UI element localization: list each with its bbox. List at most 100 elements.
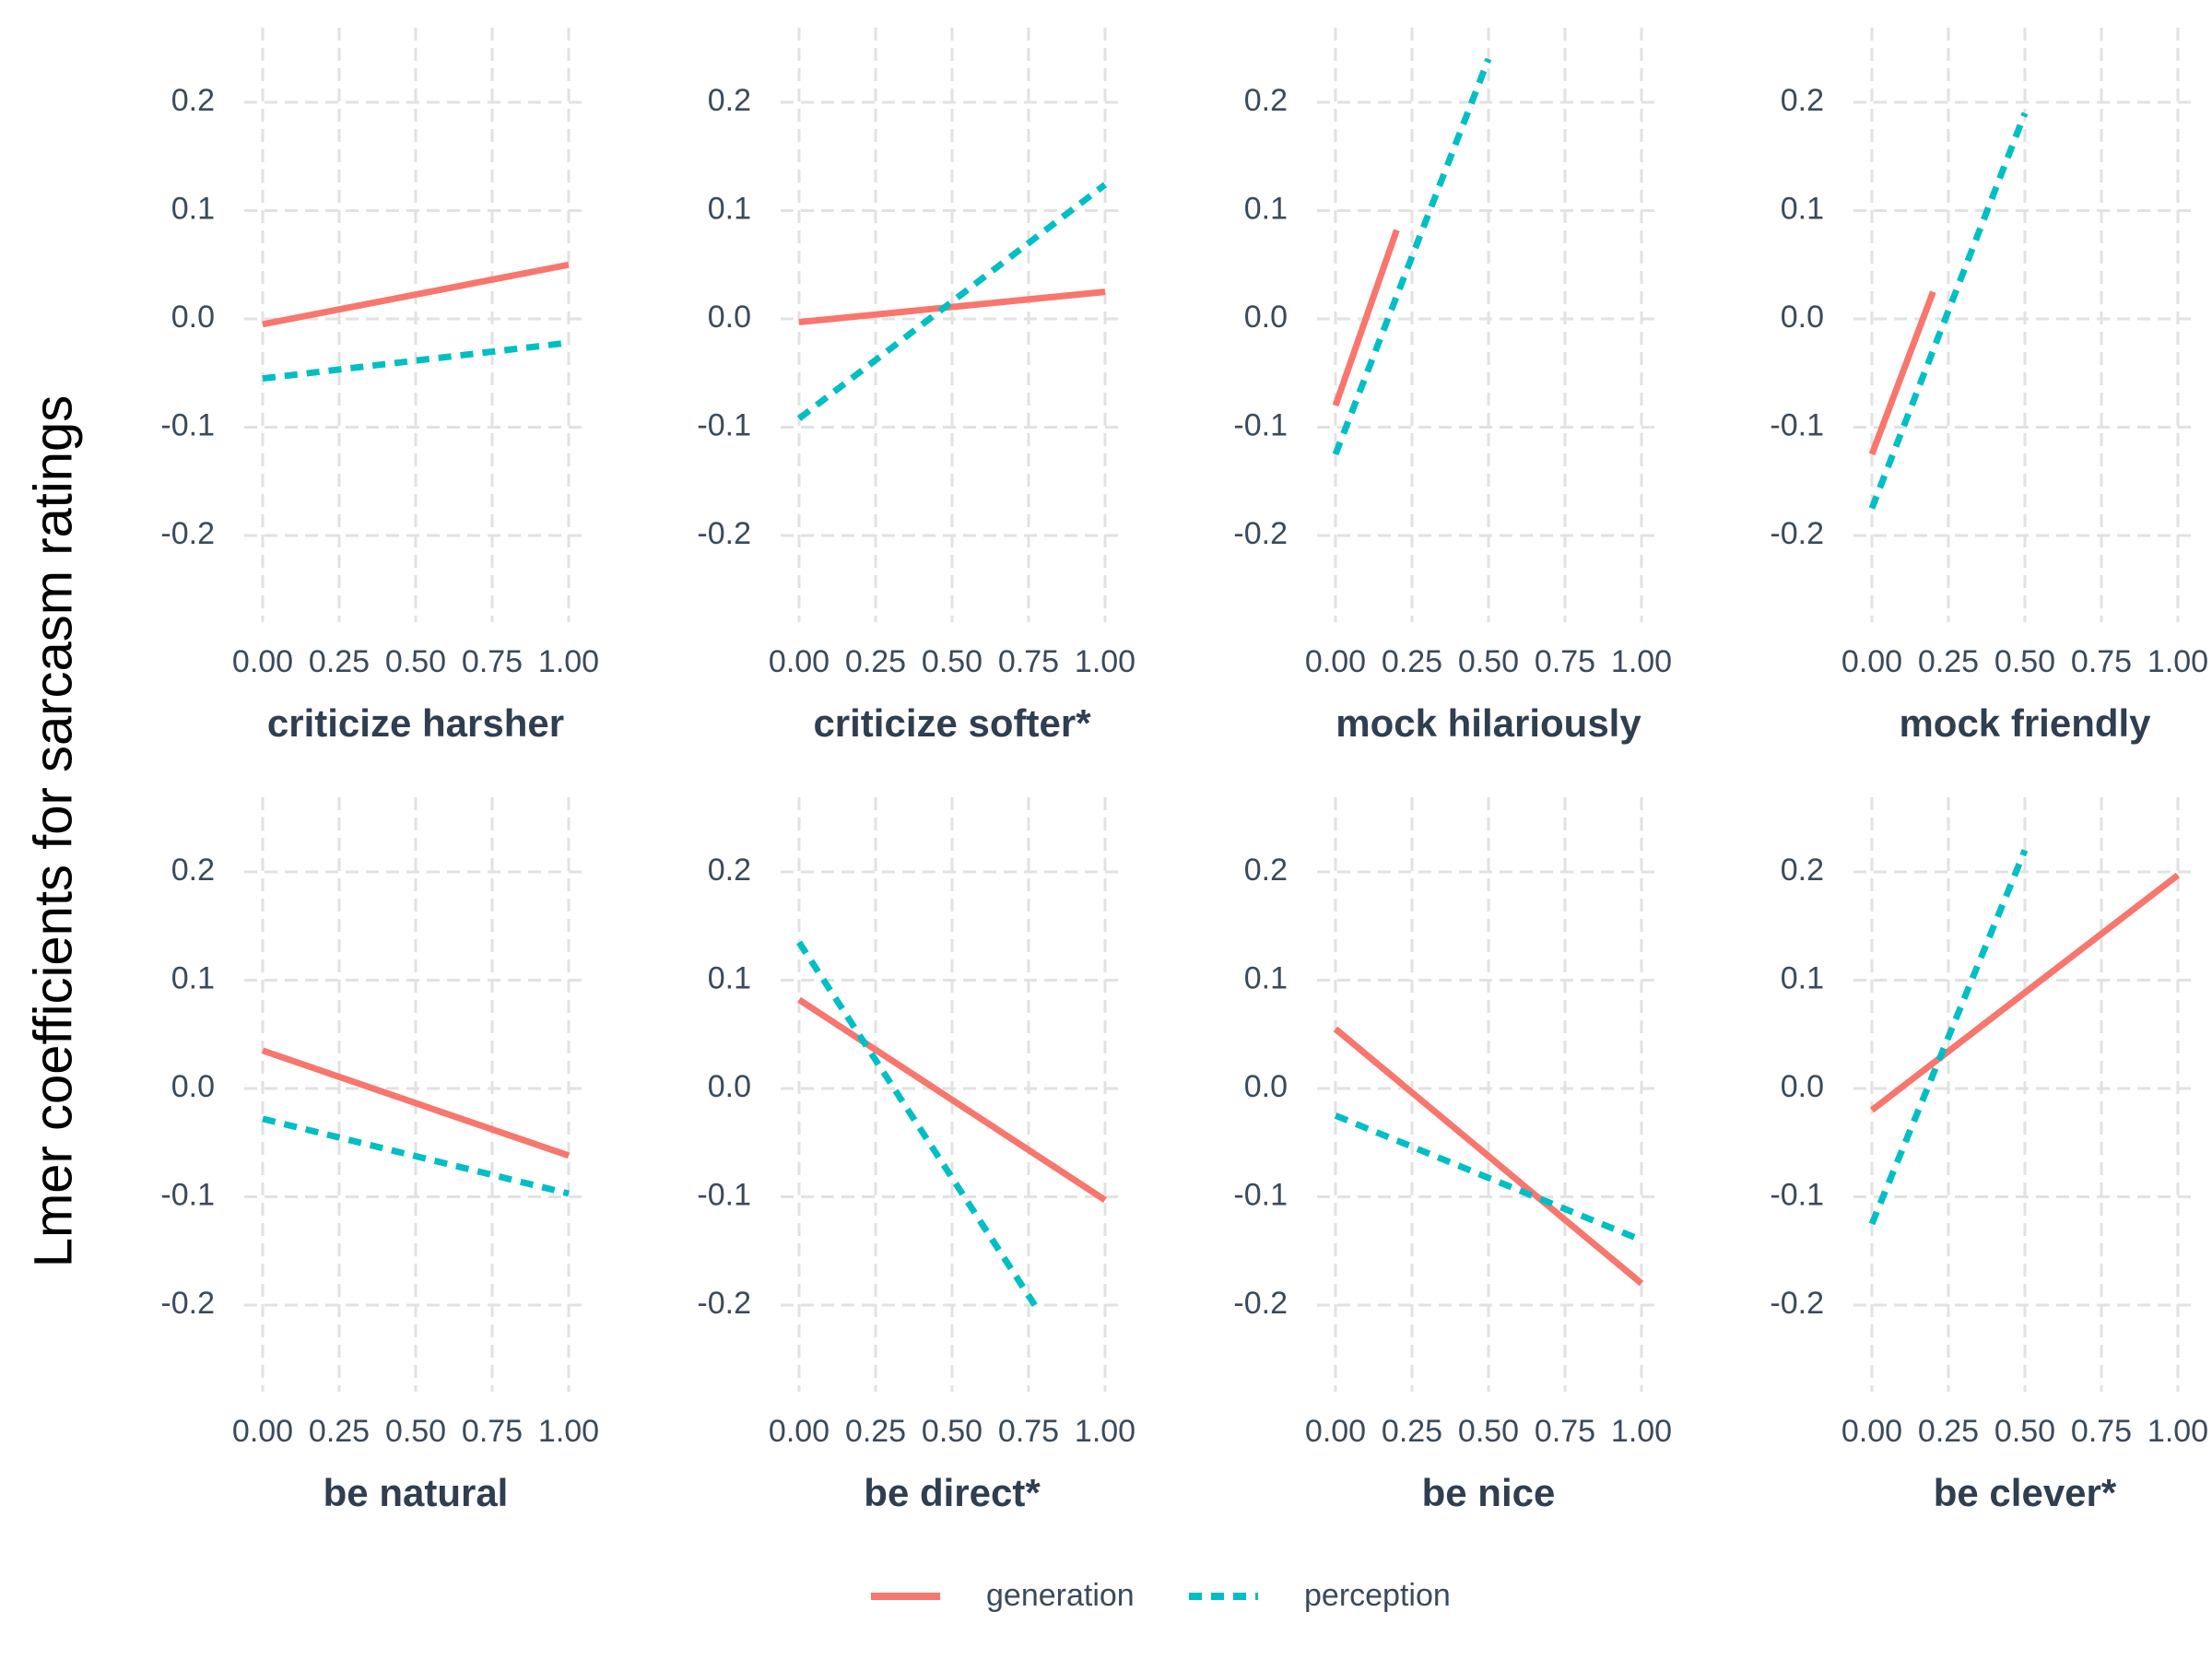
series-line-perception: [796, 182, 1108, 421]
x-tick-label: 0.75: [462, 1414, 523, 1449]
y-tick-label: 0.2: [171, 853, 215, 888]
y-tick-label: 0.2: [1244, 83, 1288, 118]
y-tick-label: -0.2: [1770, 516, 1824, 551]
panel-title: be direct*: [864, 1471, 1041, 1514]
series-line-generation: [797, 996, 1107, 1203]
x-tick-label: 1.00: [2147, 644, 2208, 679]
series-line-generation: [1332, 229, 1400, 407]
series-line-generation: [261, 1047, 571, 1159]
x-tick-label: 0.75: [2071, 644, 2132, 679]
panel-title: be natural: [324, 1471, 509, 1514]
y-tick-label: -0.1: [1233, 1177, 1288, 1212]
y-tick-label: 0.2: [1781, 853, 1824, 888]
y-tick-label: -0.2: [160, 1286, 215, 1321]
x-tick-label: 1.00: [538, 1414, 599, 1449]
y-tick-label: -0.2: [1770, 1286, 1824, 1321]
x-tick-label: 0.25: [1382, 644, 1442, 679]
y-tick-label: 0.1: [1781, 191, 1824, 226]
y-tick-label: -0.2: [1233, 516, 1288, 551]
legend-label: perception: [1304, 1578, 1451, 1613]
y-tick-label: 0.2: [708, 83, 751, 118]
panel-be-natural: 0.2 0.1 0.0 -0.1 -0.2 0.00 0.25 0.50 0.75 1.00 be …: [160, 797, 599, 1514]
y-tick-label: -0.1: [1770, 1177, 1824, 1212]
y-tick-label: 0.1: [708, 191, 751, 226]
x-tick-label: 1.00: [1611, 644, 1672, 679]
x-tick-label: 0.75: [998, 1414, 1059, 1449]
y-tick-label: 0.2: [708, 853, 751, 888]
panel-title: criticize harsher: [267, 701, 564, 745]
x-tick-label: 0.00: [769, 1414, 830, 1449]
legend: generation perception: [871, 1578, 1451, 1613]
panel-mock-hilariously: 0.2 0.1 0.0 -0.1 -0.2 0.00 0.25 0.50 0.75 1.00 moc…: [1233, 28, 1672, 745]
x-tick-label: 0.25: [309, 1414, 370, 1449]
x-tick-label: 0.00: [769, 644, 830, 679]
y-tick-label: 0.1: [171, 960, 215, 995]
y-tick-label: -0.2: [160, 516, 215, 551]
y-tick-label: 0.0: [1781, 300, 1824, 335]
series-line-generation: [798, 288, 1106, 326]
series-line-perception: [1332, 57, 1492, 456]
y-axis-label: Lmer coefficients for sarcasm ratings: [23, 395, 83, 1268]
y-tick-label: 0.2: [171, 83, 215, 118]
x-tick-label: 0.50: [1458, 1414, 1519, 1449]
x-tick-label: 1.00: [1075, 644, 1135, 679]
panel-title: be clever*: [1934, 1471, 2117, 1514]
series-line-perception: [1868, 849, 2029, 1226]
x-tick-label: 0.00: [1841, 1414, 1902, 1449]
x-tick-label: 0.75: [998, 644, 1059, 679]
x-tick-label: 0.50: [922, 644, 982, 679]
x-tick-label: 0.50: [1994, 1414, 2055, 1449]
panel-be-nice: 0.2 0.1 0.0 -0.1 -0.2 0.00 0.25 0.50 0.75 1.00 be …: [1233, 797, 1672, 1514]
panel-title: criticize softer*: [813, 701, 1091, 745]
x-tick-label: 0.25: [1918, 1414, 1979, 1449]
y-tick-label: 0.1: [1781, 960, 1824, 995]
y-tick-label: 0.1: [708, 960, 751, 995]
x-tick-label: 0.75: [2071, 1414, 2132, 1449]
x-tick-label: 0.50: [385, 1414, 446, 1449]
y-tick-label: -0.2: [1233, 1286, 1288, 1321]
panel-be-direct: 0.2 0.1 0.0 -0.1 -0.2 0.00 0.25 0.50 0.75 1.00 be …: [697, 797, 1135, 1514]
legend-item-perception: perception: [1189, 1578, 1451, 1613]
panel-criticize-softer: 0.2 0.1 0.0 -0.1 -0.2 0.00 0.25 0.50 0.75 1.00 cri…: [697, 28, 1135, 745]
y-tick-label: 0.1: [171, 191, 215, 226]
y-tick-label: -0.2: [697, 516, 751, 551]
x-tick-label: 0.75: [1535, 1414, 1595, 1449]
panel-criticize-harsher: 0.2 0.1 0.0 -0.1 -0.2 0.00 0.25 0.50 0.75 1.00 cri…: [160, 28, 599, 745]
series-line-generation: [1333, 1026, 1644, 1287]
y-tick-label: 0.0: [1244, 300, 1288, 335]
panel-title: mock friendly: [1899, 701, 2151, 745]
y-tick-label: 0.0: [171, 300, 215, 335]
series-line-perception: [1868, 112, 2029, 510]
x-tick-label: 0.50: [922, 1414, 982, 1449]
y-tick-label: -0.1: [160, 1177, 215, 1212]
y-tick-label: 0.0: [1244, 1069, 1288, 1104]
x-tick-label: 0.00: [1305, 644, 1366, 679]
legend-label: generation: [986, 1578, 1135, 1613]
series-line-generation: [262, 261, 570, 328]
x-tick-label: 0.00: [1841, 644, 1902, 679]
panel-grid: 0.2 0.1 0.0 -0.1 -0.2 0.00 0.25 0.50 0.75 1.00 cri…: [160, 28, 2208, 1514]
y-tick-label: 0.1: [1244, 191, 1288, 226]
y-tick-label: 0.0: [171, 1069, 215, 1104]
x-tick-label: 0.25: [1382, 1414, 1442, 1449]
x-tick-label: 0.25: [1918, 644, 1979, 679]
series-line-perception: [262, 1115, 570, 1197]
x-tick-label: 0.00: [232, 644, 293, 679]
x-tick-label: 0.00: [1305, 1414, 1366, 1449]
y-tick-label: -0.1: [1233, 407, 1288, 442]
x-tick-label: 0.75: [462, 644, 523, 679]
panel-mock-friendly: 0.2 0.1 0.0 -0.1 -0.2 0.00 0.25 0.50 0.75 1.00 moc…: [1770, 28, 2208, 745]
x-tick-label: 1.00: [1075, 1414, 1135, 1449]
y-tick-label: 0.0: [1781, 1069, 1824, 1104]
y-tick-label: 0.2: [1781, 83, 1824, 118]
x-tick-label: 0.75: [1535, 644, 1595, 679]
y-tick-label: -0.1: [697, 407, 751, 442]
x-tick-label: 0.50: [385, 644, 446, 679]
panel-title: be nice: [1422, 1471, 1556, 1514]
series-line-perception: [1334, 1112, 1643, 1243]
x-tick-label: 1.00: [1611, 1414, 1672, 1449]
series-line-generation: [1868, 290, 1936, 456]
y-tick-label: 0.0: [708, 300, 751, 335]
panel-be-clever: 0.2 0.1 0.0 -0.1 -0.2 0.00 0.25 0.50 0.75 1.00 be …: [1770, 797, 2208, 1514]
